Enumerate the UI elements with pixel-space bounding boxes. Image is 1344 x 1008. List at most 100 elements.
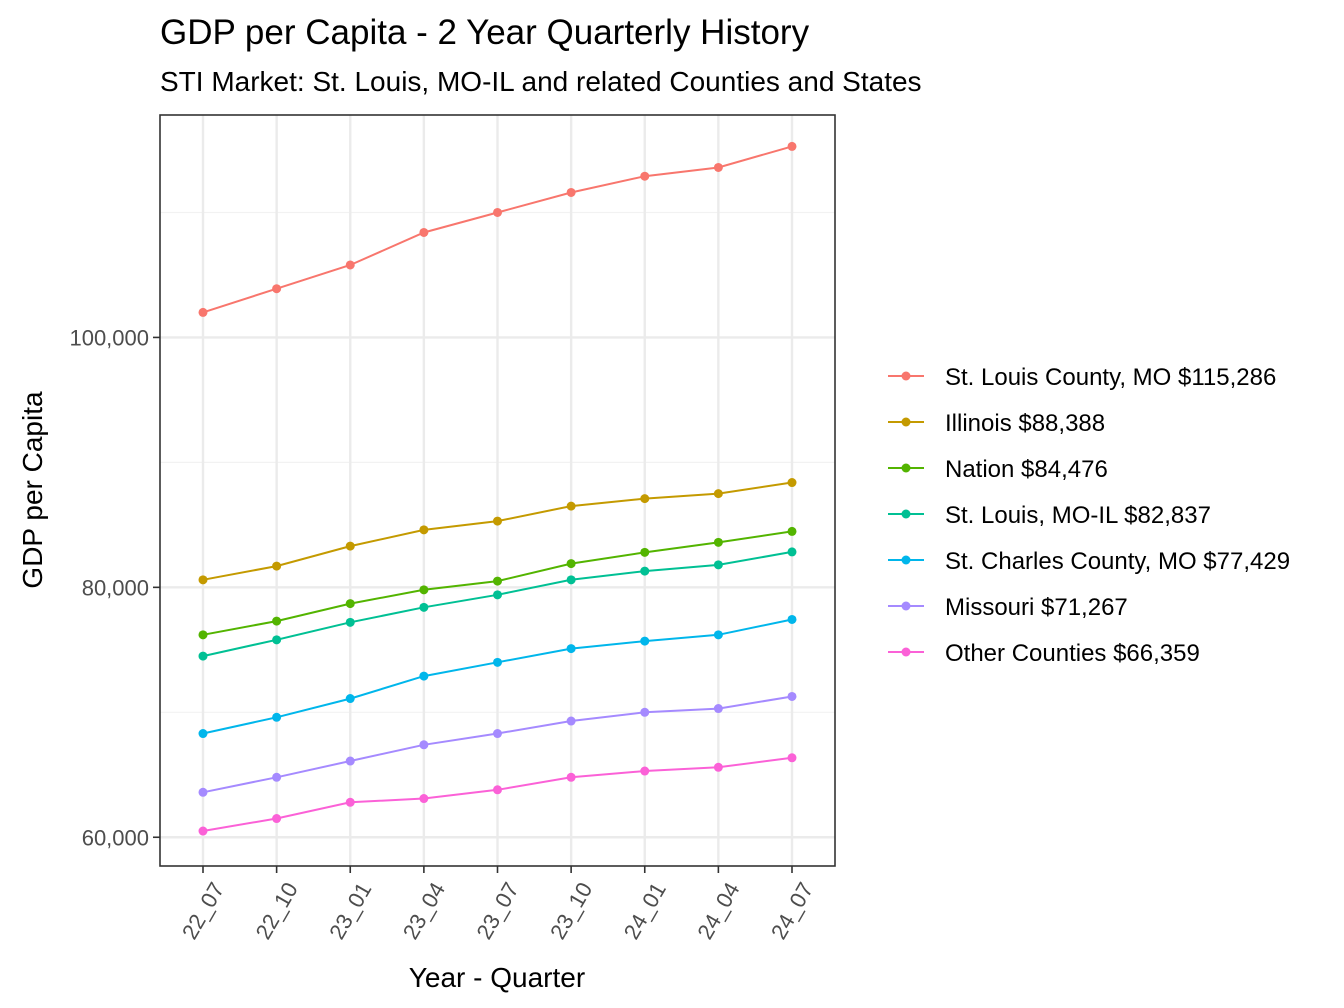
data-point [419,671,429,681]
legend-label: St. Louis, MO-IL $82,837 [945,502,1211,529]
y-tick-label: 60,000 [82,825,149,850]
data-point [419,740,429,750]
data-point [566,559,576,569]
legend-key-point [901,463,911,473]
series-group [198,478,797,585]
data-point [198,575,208,585]
legend-label: Nation $84,476 [945,456,1108,483]
x-tick-label: 23_07 [471,878,523,943]
legend-label: St. Louis County, MO $115,286 [945,364,1276,391]
x-tick-label: 22_10 [251,878,303,943]
data-point [787,547,797,557]
data-point [345,694,355,704]
data-point [419,227,429,237]
legend-label: Other Counties $66,359 [945,640,1200,667]
chart-title: GDP per Capita - 2 Year Quarterly Histor… [160,13,810,52]
x-tick-label: 23_10 [545,878,597,943]
legend-key-point [901,601,911,611]
data-point [198,826,208,836]
legend-label: St. Charles County, MO $77,429 [945,548,1290,575]
data-point [198,630,208,640]
data-point [713,630,723,640]
x-tick-label: 24_01 [619,878,671,943]
data-point [787,614,797,624]
series-group [198,141,797,317]
data-point [640,707,650,717]
legend-item: Nation $84,476 [888,456,1108,483]
data-point [345,541,355,551]
data-point [713,489,723,499]
data-point [272,561,282,571]
series-group [198,614,797,739]
data-point [713,537,723,547]
data-point [566,575,576,585]
legend-item: St. Charles County, MO $77,429 [888,548,1290,575]
data-point [566,772,576,782]
legend-key-point [901,417,911,427]
series-layer [198,141,797,836]
data-point [787,691,797,701]
data-point [787,141,797,151]
data-point [419,585,429,595]
x-axis-title: Year - Quarter [409,962,585,993]
legend-key-point [901,371,911,381]
data-point [493,576,502,586]
series-group [198,526,797,640]
data-point [640,566,650,576]
legend-item: St. Louis, MO-IL $82,837 [888,502,1211,529]
legend-item: St. Louis County, MO $115,286 [888,364,1276,391]
data-point [198,307,208,317]
data-point [640,547,650,557]
data-point [566,187,576,197]
data-point [272,284,282,294]
legend-key-point [901,509,911,519]
data-point [493,657,502,667]
legend-item: Illinois $88,388 [888,410,1105,437]
x-tick-label: 23_04 [398,878,450,943]
data-point [419,602,429,612]
data-point [198,787,208,797]
data-point [345,599,355,609]
chart-subtitle: STI Market: St. Louis, MO-IL and related… [160,66,922,97]
legend-key-point [901,555,911,565]
data-point [640,171,650,181]
data-point [272,772,282,782]
series-group [198,691,797,797]
data-point [787,478,797,488]
data-point [493,729,502,739]
data-point [787,753,797,763]
data-point [272,712,282,722]
data-point [272,814,282,824]
x-tick-label: 23_01 [324,878,376,943]
x-tick-label: 24_07 [766,878,818,943]
legend-item: Other Counties $66,359 [888,640,1200,667]
data-point [713,704,723,714]
legend-label: Illinois $88,388 [945,410,1105,437]
data-point [566,644,576,654]
y-tick-label: 100,000 [69,325,149,350]
data-point [345,756,355,766]
x-tick-label: 22_07 [177,878,229,943]
data-point [640,494,650,504]
data-point [345,797,355,807]
data-point [419,525,429,535]
data-point [345,617,355,627]
x-tick-label: 24_04 [692,878,744,943]
legend-label: Missouri $71,267 [945,594,1128,621]
data-point [198,729,208,739]
data-point [493,590,502,600]
series-group [198,753,797,836]
data-point [713,162,723,172]
data-point [566,501,576,511]
series-group [198,547,797,661]
legend: St. Louis County, MO $115,286 Illinois $8… [888,364,1290,667]
data-point [493,207,502,217]
legend-key-point [901,647,911,657]
data-point [419,794,429,804]
data-point [640,766,650,776]
data-point [493,785,502,795]
data-point [713,560,723,570]
y-axis-title: GDP per Capita [17,391,48,589]
data-point [493,516,502,526]
